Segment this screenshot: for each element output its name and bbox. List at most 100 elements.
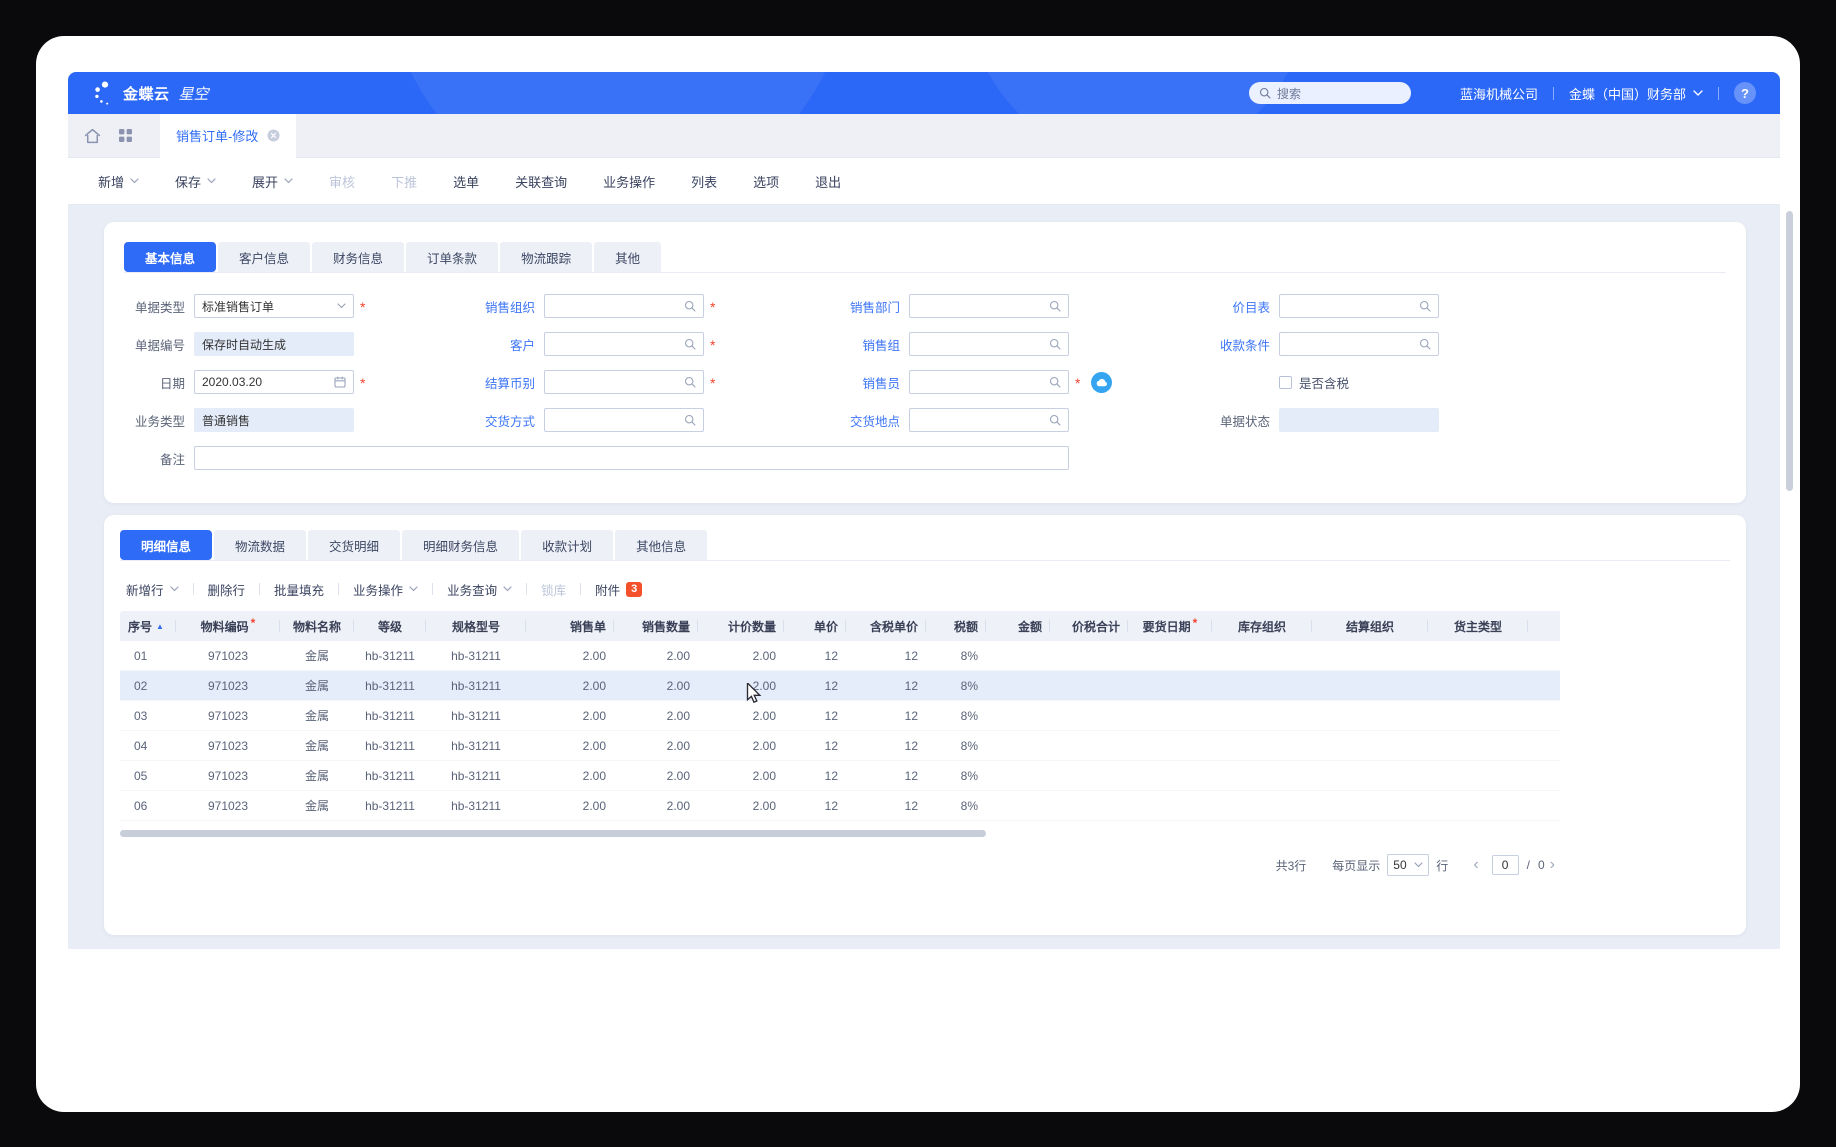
toolbar-new-button[interactable]: 新增 bbox=[80, 172, 157, 191]
grid-cell-tax-amount[interactable]: 8% bbox=[960, 738, 978, 753]
grid-cell-material-code[interactable]: 971023 bbox=[207, 768, 249, 783]
grid-cell-seq[interactable]: 05 bbox=[134, 768, 148, 783]
grid-cell-material-code[interactable]: 971023 bbox=[207, 648, 249, 663]
grid-cell-tax-amount[interactable]: 8% bbox=[960, 768, 978, 783]
grid-cell-unit-price[interactable]: 12 bbox=[824, 708, 838, 723]
column-header-material-code[interactable]: 物料编码 * bbox=[176, 611, 280, 641]
tab-customer-info[interactable]: 客户信息 bbox=[218, 242, 311, 272]
column-header-stock-org[interactable]: 库存组织 bbox=[1212, 611, 1312, 641]
table-row[interactable]: 01 971023 金属 hb-31211 hb-31211 2.00 2.00 2.00 12… bbox=[120, 641, 1560, 671]
home-icon[interactable] bbox=[84, 128, 101, 144]
column-header-unit-price[interactable]: 单价 bbox=[784, 611, 846, 641]
toolbar-related-query-button[interactable]: 关联查询 bbox=[497, 172, 585, 191]
salesman-field[interactable] bbox=[909, 370, 1069, 394]
detail-toolbar-attachment-button[interactable]: 附件 3 bbox=[581, 580, 656, 599]
table-row[interactable]: 06 971023 金属 hb-31211 hb-31211 2.00 2.00 2.00 12… bbox=[120, 791, 1560, 821]
apps-grid-icon[interactable] bbox=[118, 128, 133, 143]
grid-cell-material-name[interactable]: 金属 bbox=[304, 709, 329, 723]
detail-toolbar-delete-row-button[interactable]: 删除行 bbox=[194, 580, 260, 599]
grid-cell-material-code[interactable]: 971023 bbox=[207, 798, 249, 813]
table-row[interactable]: 02 971023 金属 hb-31211 hb-31211 2.00 2.00 2.00 12… bbox=[120, 671, 1560, 701]
grid-cell-sales-unit[interactable]: 2.00 bbox=[582, 738, 606, 753]
grid-cell-sales-unit[interactable]: 2.00 bbox=[582, 648, 606, 663]
column-header-tax-amount[interactable]: 税额 bbox=[926, 611, 986, 641]
grid-cell-sales-qty[interactable]: 2.00 bbox=[666, 738, 690, 753]
column-header-amount[interactable]: 金额 bbox=[986, 611, 1050, 641]
prev-page-button[interactable]: ‹ bbox=[1473, 856, 1479, 873]
grid-cell-tax-unit-price[interactable]: 12 bbox=[904, 798, 918, 813]
column-header-seq[interactable]: 序号 ▲ bbox=[120, 611, 176, 641]
grid-cell-material-name[interactable]: 金属 bbox=[304, 679, 329, 693]
grid-cell-pricing-qty[interactable]: 2.00 bbox=[752, 708, 776, 723]
document-tab-sales-order[interactable]: 销售订单-修改 bbox=[160, 113, 297, 158]
toolbar-business-operation-button[interactable]: 业务操作 bbox=[585, 172, 673, 191]
global-search-input[interactable]: 搜索 bbox=[1248, 82, 1411, 104]
tax-included-checkbox[interactable] bbox=[1279, 375, 1292, 389]
grid-cell-sales-unit[interactable]: 2.00 bbox=[582, 798, 606, 813]
toolbar-expand-button[interactable]: 展开 bbox=[234, 172, 311, 191]
tab-delivery-detail[interactable]: 交货明细 bbox=[308, 530, 401, 560]
grid-cell-sales-qty[interactable]: 2.00 bbox=[666, 648, 690, 663]
vertical-scrollbar[interactable] bbox=[1786, 211, 1793, 491]
toolbar-pick-order-button[interactable]: 选单 bbox=[435, 172, 497, 191]
payment-terms-label[interactable]: 收款条件 bbox=[1219, 338, 1270, 353]
grid-cell-spec-model[interactable]: hb-31211 bbox=[451, 738, 501, 753]
column-header-owner[interactable]: 货主 bbox=[1528, 611, 1560, 641]
customer-field[interactable] bbox=[544, 332, 704, 356]
grid-cell-spec-model[interactable]: hb-31211 bbox=[451, 648, 501, 663]
price-list-field[interactable] bbox=[1279, 294, 1439, 318]
page-size-select[interactable]: 50 bbox=[1387, 854, 1430, 876]
detail-toolbar-add-row-button[interactable]: 新增行 bbox=[120, 580, 193, 599]
grid-cell-pricing-qty[interactable]: 2.00 bbox=[752, 768, 776, 783]
user-org-menu[interactable]: 金蝶（中国）财务部 bbox=[1569, 84, 1703, 103]
grid-cell-seq[interactable]: 04 bbox=[134, 738, 148, 753]
grid-cell-tax-amount[interactable]: 8% bbox=[960, 648, 978, 663]
grid-cell-spec-model[interactable]: hb-31211 bbox=[451, 708, 501, 723]
table-row[interactable]: 05 971023 金属 hb-31211 hb-31211 2.00 2.00 2.00 12… bbox=[120, 761, 1560, 791]
tab-basic-info[interactable]: 基本信息 bbox=[124, 242, 217, 272]
page-number-input[interactable]: 0 bbox=[1491, 855, 1519, 875]
delivery-method-label[interactable]: 交货方式 bbox=[484, 414, 535, 429]
grid-cell-sales-qty[interactable]: 2.00 bbox=[666, 798, 690, 813]
tab-payment-plan[interactable]: 收款计划 bbox=[521, 530, 614, 560]
tab-close-icon[interactable] bbox=[267, 129, 280, 142]
grid-cell-material-code[interactable]: 971023 bbox=[207, 738, 249, 753]
grid-cell-spec-model[interactable]: hb-31211 bbox=[451, 768, 501, 783]
delivery-place-label[interactable]: 交货地点 bbox=[849, 414, 900, 429]
grid-cell-tax-unit-price[interactable]: 12 bbox=[904, 738, 918, 753]
horizontal-scrollbar-thumb[interactable] bbox=[120, 830, 986, 837]
sales-dept-label[interactable]: 销售部门 bbox=[849, 300, 900, 315]
grid-cell-sales-qty[interactable]: 2.00 bbox=[666, 678, 690, 693]
grid-cell-material-name[interactable]: 金属 bbox=[304, 769, 329, 783]
column-header-sales-qty[interactable]: 销售数量 bbox=[614, 611, 698, 641]
sales-dept-field[interactable] bbox=[909, 294, 1069, 318]
help-button[interactable]: ? bbox=[1734, 82, 1756, 104]
column-header-delivery-date[interactable]: 要货日期 * bbox=[1128, 611, 1212, 641]
tab-finance-info[interactable]: 财务信息 bbox=[312, 242, 405, 272]
sales-group-field[interactable] bbox=[909, 332, 1069, 356]
grid-cell-sales-qty[interactable]: 2.00 bbox=[666, 768, 690, 783]
delivery-place-field[interactable] bbox=[909, 408, 1069, 432]
grid-cell-pricing-qty[interactable]: 2.00 bbox=[752, 738, 776, 753]
grid-cell-material-name[interactable]: 金属 bbox=[304, 649, 329, 663]
grid-cell-tax-unit-price[interactable]: 12 bbox=[904, 648, 918, 663]
grid-cell-unit-price[interactable]: 12 bbox=[824, 648, 838, 663]
grid-cell-tax-amount[interactable]: 8% bbox=[960, 798, 978, 813]
grid-cell-sales-unit[interactable]: 2.00 bbox=[582, 708, 606, 723]
tab-detail-info[interactable]: 明细信息 bbox=[120, 530, 213, 560]
salesman-label[interactable]: 销售员 bbox=[862, 376, 900, 391]
settle-currency-field[interactable] bbox=[544, 370, 704, 394]
tab-order-terms[interactable]: 订单条款 bbox=[406, 242, 499, 272]
grid-cell-material-name[interactable]: 金属 bbox=[304, 739, 329, 753]
column-header-sales-unit[interactable]: 销售单 bbox=[526, 611, 614, 641]
grid-cell-grade[interactable]: hb-31211 bbox=[365, 738, 415, 753]
grid-cell-tax-amount[interactable]: 8% bbox=[960, 678, 978, 693]
grid-cell-seq[interactable]: 03 bbox=[134, 708, 148, 723]
grid-cell-grade[interactable]: hb-31211 bbox=[365, 798, 415, 813]
sales-group-label[interactable]: 销售组 bbox=[862, 338, 900, 353]
tab-logistics-tracking[interactable]: 物流跟踪 bbox=[500, 242, 593, 272]
customer-label[interactable]: 客户 bbox=[509, 338, 535, 353]
grid-cell-material-code[interactable]: 971023 bbox=[207, 708, 249, 723]
toolbar-list-button[interactable]: 列表 bbox=[673, 172, 735, 191]
column-header-owner-type[interactable]: 货主类型 bbox=[1428, 611, 1528, 641]
